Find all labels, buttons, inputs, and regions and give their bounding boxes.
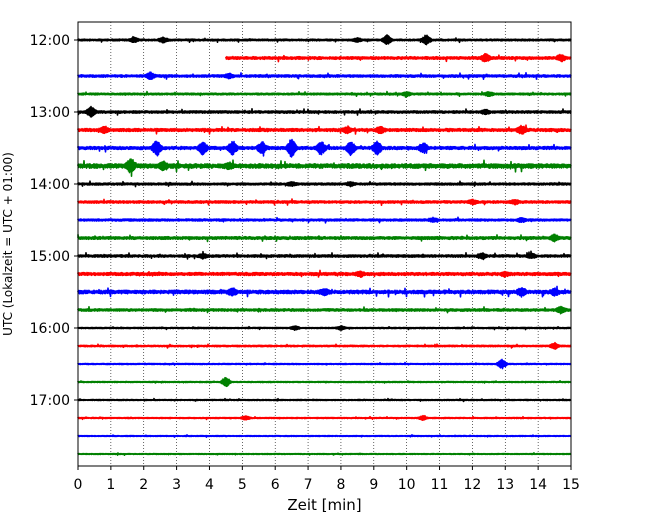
- trace-14-00: [77, 180, 572, 188]
- trace-13-15: [77, 124, 572, 135]
- y-hour-label: 13:00: [30, 105, 70, 121]
- trace-13-30: [77, 138, 572, 158]
- x-tick-label: 1: [106, 477, 115, 493]
- x-tick-label: 10: [398, 477, 416, 493]
- x-tick-label: 13: [496, 477, 514, 493]
- trace-15-00: [77, 250, 572, 261]
- x-tick-label: 2: [139, 477, 148, 493]
- trace-16-45: [77, 376, 572, 388]
- x-tick-label: 3: [172, 477, 181, 493]
- grid-lines: [110, 22, 539, 466]
- x-tick-label: 15: [562, 477, 580, 493]
- trace-13-45: [77, 158, 572, 177]
- y-axis-label: UTC (Lokalzeit = UTC + 01:00): [1, 152, 15, 336]
- seismogram-traces: [77, 34, 572, 457]
- trace-12-30: [77, 71, 572, 81]
- x-tick-label: 5: [238, 477, 247, 493]
- x-tick-label: 12: [463, 477, 481, 493]
- trace-17-00: [77, 397, 572, 403]
- x-tick-label: 6: [271, 477, 280, 493]
- trace-13-00: [77, 105, 572, 118]
- trace-14-15: [77, 198, 572, 207]
- axis-ticks: 0 1 2 3 4 5 6 7 8 9 10 11 12 13 14 1512:0013:0014:0015:…: [30, 33, 580, 493]
- x-tick-label: 8: [336, 477, 345, 493]
- x-tick-label: 11: [431, 477, 449, 493]
- trace-16-30: [77, 358, 572, 370]
- y-hour-label: 16:00: [30, 321, 70, 337]
- y-hour-label: 12:00: [30, 33, 70, 49]
- y-hour-label: 17:00: [30, 393, 70, 409]
- trace-17-45: [77, 452, 572, 457]
- x-tick-label: 0: [74, 477, 83, 493]
- trace-15-15: [77, 269, 572, 278]
- trace-14-30: [77, 216, 572, 224]
- y-hour-label: 15:00: [30, 249, 70, 265]
- trace-14-45: [77, 233, 572, 243]
- x-axis-label: Zeit [min]: [287, 496, 361, 514]
- plot-frame: [77, 21, 572, 467]
- trace-12-45: [77, 90, 572, 98]
- trace-12-15: [225, 52, 572, 63]
- x-tick-label: 9: [369, 477, 378, 493]
- trace-16-15: [77, 341, 572, 350]
- trace-17-15: [77, 414, 572, 421]
- x-tick-label: 7: [304, 477, 313, 493]
- trace-12-00: [77, 34, 572, 46]
- x-tick-label: 14: [529, 477, 547, 493]
- x-tick-label: 4: [205, 477, 214, 493]
- trace-15-30: [77, 285, 572, 298]
- trace-15-45: [77, 305, 572, 315]
- y-hour-label: 14:00: [30, 177, 70, 193]
- trace-16-00: [77, 325, 572, 331]
- trace-17-30: [77, 434, 572, 438]
